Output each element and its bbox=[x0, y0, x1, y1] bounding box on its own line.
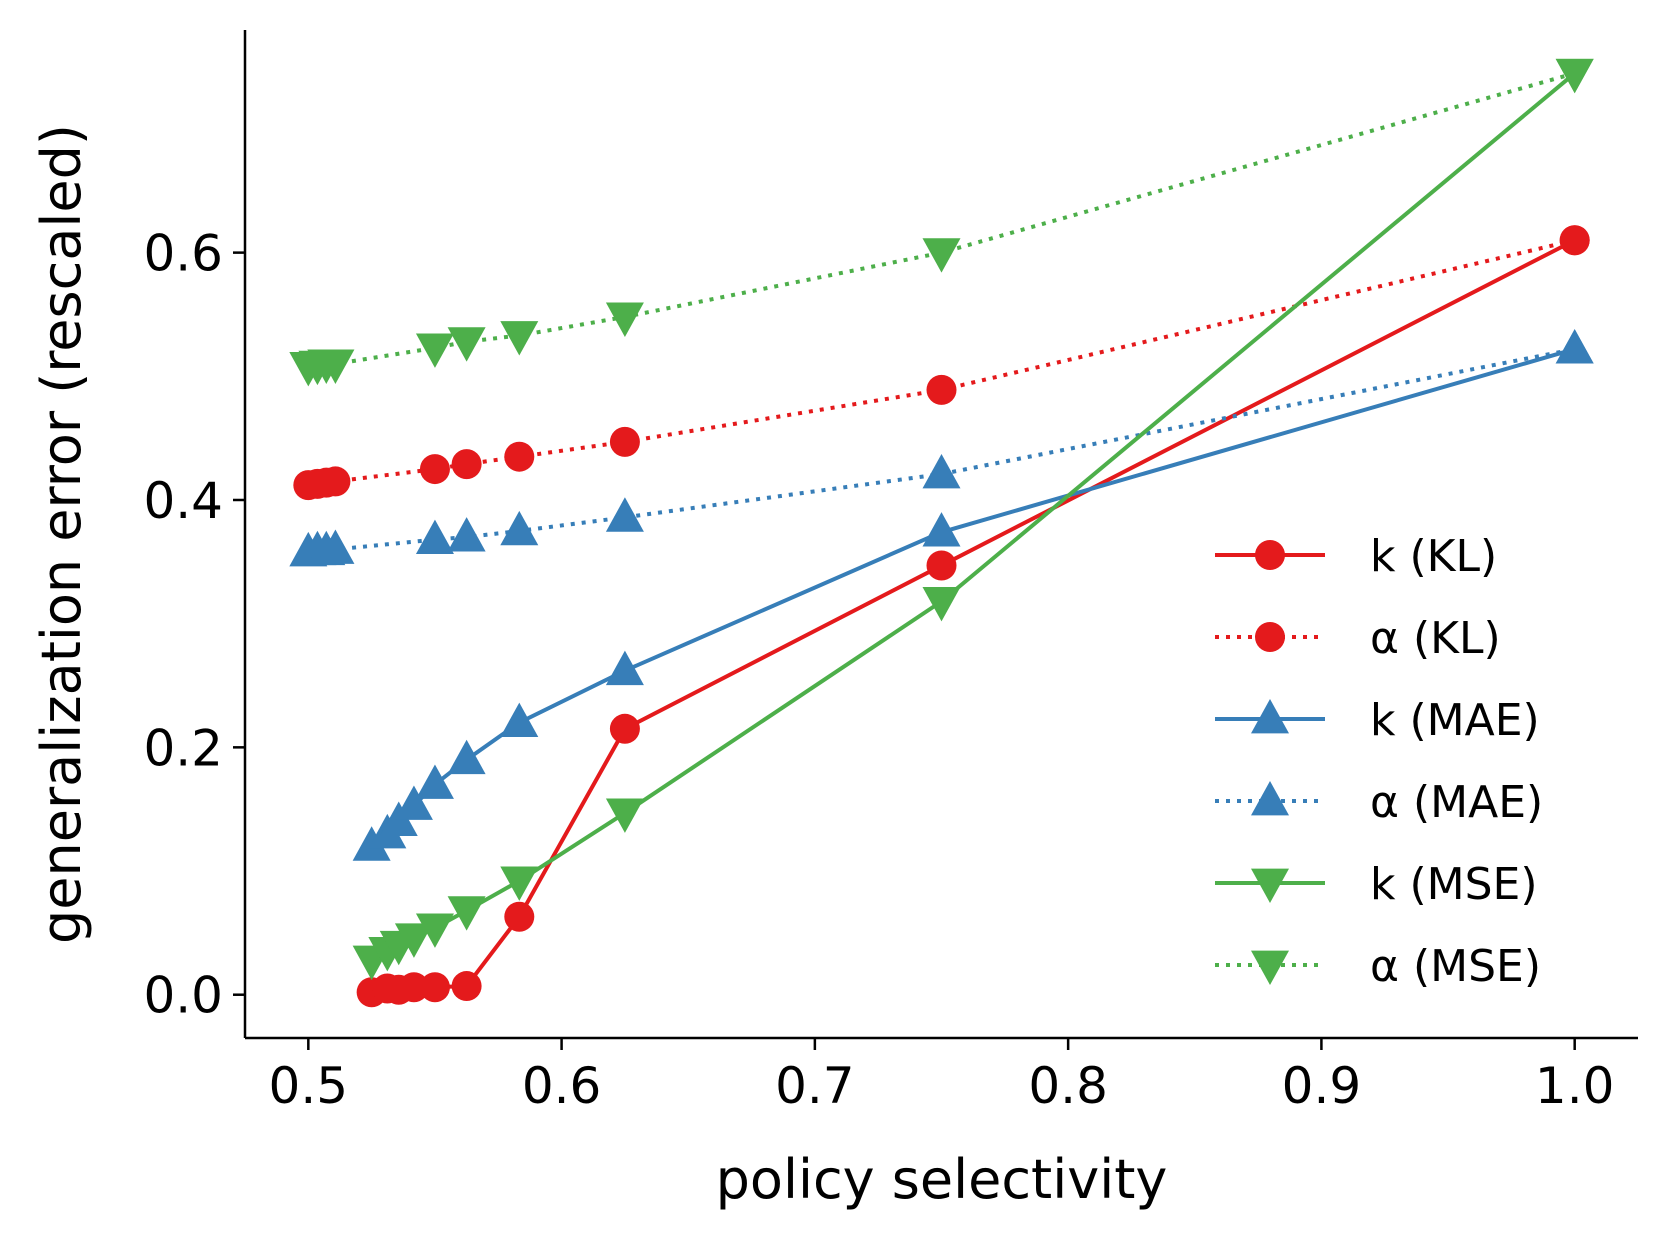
data-point bbox=[609, 426, 640, 457]
series-line bbox=[308, 238, 1576, 488]
legend-entry: k (MAE) bbox=[1215, 695, 1540, 746]
legend-label: k (KL) bbox=[1370, 531, 1497, 582]
data-point bbox=[926, 550, 957, 581]
data-point bbox=[504, 901, 535, 932]
legend-marker bbox=[1251, 781, 1289, 816]
series-line bbox=[370, 347, 1576, 848]
data-point bbox=[398, 972, 429, 1003]
series-line bbox=[308, 71, 1576, 369]
x-tick-label: 0.5 bbox=[269, 1057, 349, 1115]
data-point bbox=[316, 529, 355, 564]
data-point bbox=[500, 510, 539, 546]
x-axis-title: policy selectivity bbox=[716, 1148, 1168, 1211]
x-tick-label: 0.8 bbox=[1028, 1057, 1108, 1115]
data-point bbox=[605, 497, 644, 532]
data-point bbox=[922, 587, 961, 622]
data-point bbox=[500, 321, 539, 356]
data-point bbox=[922, 512, 961, 547]
data-point bbox=[316, 349, 355, 384]
data-point bbox=[447, 327, 486, 362]
data-point bbox=[394, 785, 433, 820]
series-layer bbox=[289, 58, 1594, 1008]
y-tick-label: 0.0 bbox=[143, 967, 223, 1025]
series-5 bbox=[289, 58, 1594, 387]
data-point bbox=[415, 764, 454, 799]
data-point bbox=[922, 238, 961, 273]
legend-marker bbox=[1251, 699, 1289, 734]
data-point bbox=[605, 302, 644, 337]
legend-label: α (KL) bbox=[1370, 613, 1501, 664]
series-1 bbox=[293, 225, 1590, 501]
y-tick-label: 0.6 bbox=[143, 225, 223, 283]
legend-label: α (MSE) bbox=[1370, 941, 1541, 992]
data-point bbox=[451, 449, 482, 480]
data-point bbox=[605, 650, 644, 686]
legend-marker bbox=[1255, 622, 1285, 652]
data-point bbox=[1555, 329, 1594, 364]
legend-label: k (MAE) bbox=[1370, 695, 1540, 746]
y-ticks: 0.0 0.2 0.4 0.6 bbox=[143, 225, 245, 1025]
legend-marker bbox=[1251, 950, 1289, 985]
data-point bbox=[419, 972, 450, 1003]
axes: 0.5 0.6 0.7 0.8 0.9 1.0 0.0 0.2 0.4 0.6 bbox=[143, 30, 1638, 1115]
legend: k (KL) α (KL) k (MAE) α (MAE) k (MSE) α (MSE) bbox=[1215, 531, 1543, 992]
data-point bbox=[1555, 58, 1594, 94]
data-point bbox=[504, 441, 535, 472]
data-point bbox=[447, 739, 486, 775]
y-tick-label: 0.2 bbox=[143, 719, 223, 777]
data-point bbox=[451, 971, 482, 1002]
legend-entry: k (KL) bbox=[1215, 531, 1497, 582]
data-point bbox=[1559, 225, 1590, 256]
data-point bbox=[605, 798, 644, 833]
data-point bbox=[447, 517, 486, 552]
x-ticks: 0.5 0.6 0.7 0.8 0.9 1.0 bbox=[269, 1038, 1615, 1115]
data-point bbox=[922, 454, 961, 489]
legend-marker bbox=[1251, 868, 1289, 903]
data-point bbox=[447, 896, 486, 931]
legend-marker bbox=[1255, 540, 1285, 570]
data-point bbox=[500, 866, 539, 901]
legend-entry: α (MSE) bbox=[1215, 941, 1541, 992]
data-point bbox=[926, 374, 957, 405]
legend-entry: α (MAE) bbox=[1215, 777, 1543, 828]
series-4 bbox=[352, 58, 1594, 981]
data-point bbox=[419, 454, 450, 485]
data-point bbox=[500, 702, 539, 738]
legend-label: k (MSE) bbox=[1370, 859, 1538, 910]
x-tick-label: 0.7 bbox=[775, 1057, 855, 1115]
data-point bbox=[415, 913, 454, 948]
legend-entry: k (MSE) bbox=[1215, 859, 1538, 910]
data-point bbox=[609, 713, 640, 744]
series-3 bbox=[289, 329, 1594, 567]
x-tick-label: 1.0 bbox=[1535, 1057, 1615, 1115]
data-point bbox=[320, 466, 351, 497]
data-point bbox=[415, 333, 454, 368]
data-point bbox=[415, 519, 454, 554]
y-tick-label: 0.4 bbox=[143, 472, 223, 530]
legend-entry: α (KL) bbox=[1215, 613, 1501, 664]
legend-label: α (MAE) bbox=[1370, 777, 1543, 828]
data-point bbox=[394, 923, 433, 958]
x-tick-label: 0.9 bbox=[1282, 1057, 1362, 1115]
y-axis-title: generalization error (rescaled) bbox=[30, 124, 93, 944]
x-tick-label: 0.6 bbox=[522, 1057, 602, 1115]
